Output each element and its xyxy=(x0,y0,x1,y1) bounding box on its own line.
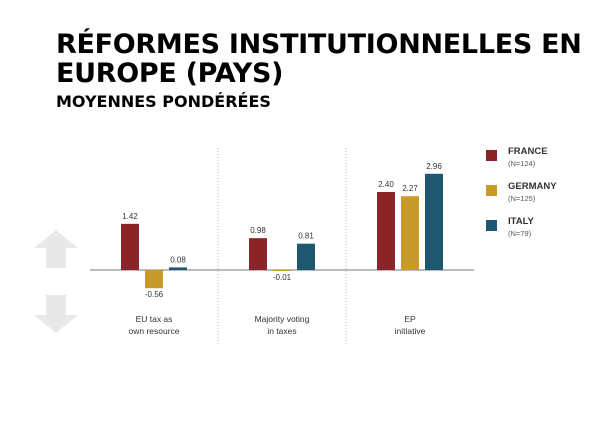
legend-count: (N=124) xyxy=(508,159,536,168)
bar-france-2 xyxy=(377,192,395,270)
slide-subtitle: MOYENNES PONDÉRÉES xyxy=(56,92,271,111)
data-label: 0.98 xyxy=(250,226,266,235)
bar-italy-1 xyxy=(297,243,315,270)
slide-title: RÉFORMES INSTITUTIONNELLES EN EUROPE (PA… xyxy=(56,29,582,89)
bar-italy-2 xyxy=(425,173,443,270)
legend-swatch-italy xyxy=(486,220,497,231)
category-label: Majority voting xyxy=(255,314,310,324)
category-label: in taxes xyxy=(267,326,296,336)
data-label: 0.81 xyxy=(298,232,314,241)
bar-germany-1 xyxy=(273,270,291,271)
data-label: 2.27 xyxy=(402,184,418,193)
data-label: -0.56 xyxy=(145,290,164,299)
arrow-down-icon[interactable] xyxy=(34,295,78,333)
data-label: 2.96 xyxy=(426,162,442,171)
legend-count: (N=125) xyxy=(508,194,536,203)
legend-item-italy: ITALY (N=79) xyxy=(486,216,596,250)
legend-item-france: FRANCE (N=124) xyxy=(486,146,596,180)
data-label: 2.40 xyxy=(378,180,394,189)
legend-label: FRANCE xyxy=(508,146,548,157)
chart-legend: FRANCE (N=124) GERMANY (N=125) ITALY (N=… xyxy=(486,146,596,251)
bar-france-0 xyxy=(121,223,139,270)
category-label: EU tax as xyxy=(136,314,173,324)
arrow-up-icon[interactable] xyxy=(34,230,78,268)
legend-swatch-france xyxy=(486,150,497,161)
legend-label: ITALY xyxy=(508,216,534,227)
legend-count: (N=79) xyxy=(508,229,532,238)
bar-germany-0 xyxy=(145,270,163,289)
legend-label: GERMANY xyxy=(508,181,557,192)
data-label: 0.08 xyxy=(170,255,186,264)
data-label: -0.01 xyxy=(273,273,292,282)
legend-item-germany: GERMANY (N=125) xyxy=(486,181,596,215)
category-label: EP xyxy=(404,314,416,324)
legend-swatch-germany xyxy=(486,185,497,196)
data-label: 1.42 xyxy=(122,212,138,221)
category-label: own resource xyxy=(128,326,179,336)
bar-france-1 xyxy=(249,238,267,270)
bar-italy-0 xyxy=(169,267,187,270)
bar-germany-2 xyxy=(401,196,419,270)
category-label: initiative xyxy=(395,326,426,336)
